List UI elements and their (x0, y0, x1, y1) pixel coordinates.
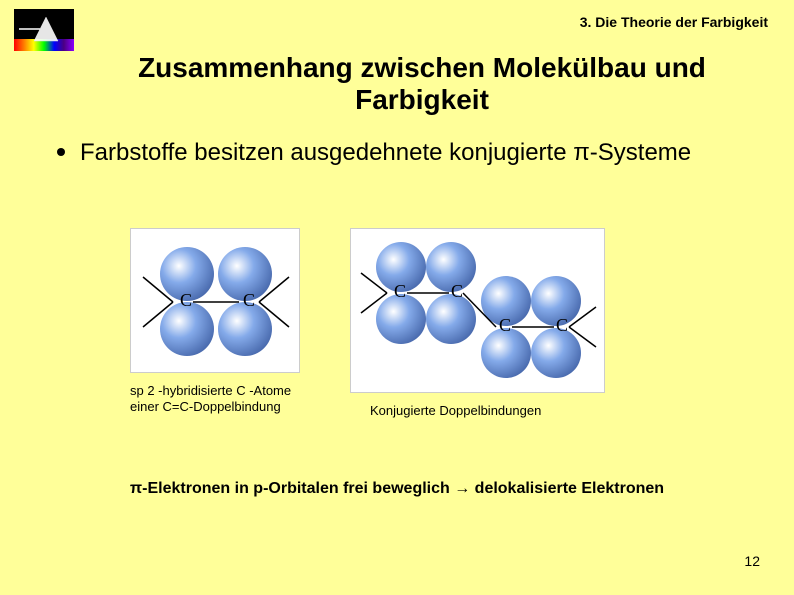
svg-text:C: C (243, 290, 255, 310)
svg-text:C: C (556, 315, 568, 335)
chapter-label: 3. Die Theorie der Farbigkeit (580, 14, 768, 30)
figures-row: CC sp 2 -hybridisierte C -Atome einer C=… (130, 228, 605, 419)
svg-text:C: C (394, 281, 406, 301)
svg-text:C: C (451, 281, 463, 301)
orbital-diagram-left: CC (130, 228, 300, 373)
caption-right: Konjugierte Doppelbindungen (370, 403, 541, 419)
page-number: 12 (744, 553, 760, 569)
figure-right: C C C C Konjugierte Doppelbindungen (350, 228, 605, 419)
prism-logo-icon (14, 9, 74, 51)
bullet-dot-icon (56, 147, 66, 157)
svg-text:C: C (499, 315, 511, 335)
footer-statement: π-Elektronen in p-Orbitalen frei bewegli… (0, 480, 794, 498)
bullet-text: Farbstoffe besitzen ausgedehnete konjugi… (80, 138, 691, 168)
orbital-diagram-right: C C C C (350, 228, 605, 393)
figure-left: CC sp 2 -hybridisierte C -Atome einer C=… (130, 228, 310, 416)
caption-left: sp 2 -hybridisierte C -Atome einer C=C-D… (130, 383, 310, 416)
svg-text:C: C (180, 290, 192, 310)
bullet-item: Farbstoffe besitzen ausgedehnete konjugi… (56, 138, 734, 168)
slide-title: Zusammenhang zwischen Molekülbau und Far… (90, 52, 754, 116)
